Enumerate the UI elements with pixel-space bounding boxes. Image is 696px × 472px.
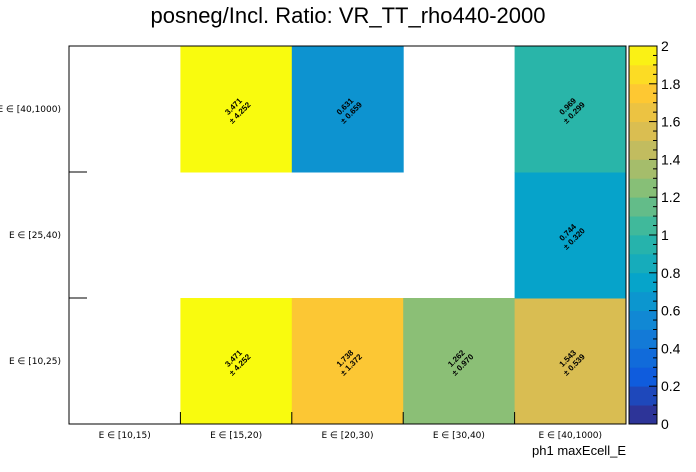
heatmap-cell (180, 298, 293, 425)
color-scale-band (629, 367, 657, 387)
color-scale-band (629, 64, 657, 85)
color-scale-ticks: 0 0.2 0.4 0.6 0.8 1 1.2 1.4 1.6 1.8 2 (649, 38, 681, 432)
color-scale-tick-label: 0 (661, 416, 669, 432)
color-scale-tick-label: 1.2 (661, 189, 681, 205)
color-scale-bar (628, 45, 658, 425)
color-scale-band (629, 159, 657, 179)
color-scale-band (629, 46, 657, 66)
color-scale-band (629, 329, 657, 349)
heatmap-cell (514, 46, 627, 173)
x-tick-label: E ∈ [15,20) (210, 431, 262, 441)
color-scale-band (629, 216, 657, 236)
color-scale-tick-label: 0.4 (661, 340, 681, 356)
y-tick-label: E ∈ [10,25) (9, 357, 61, 367)
color-scale-band (629, 140, 657, 160)
color-scale-band (629, 291, 657, 311)
color-scale-tick-label: 1.8 (661, 76, 681, 92)
color-scale-tick-label: 2 (661, 38, 669, 54)
x-tick-label: E ∈ [10,15) (99, 431, 151, 441)
color-scale-band (629, 272, 657, 293)
color-scale-tick-label: 1 (661, 227, 669, 243)
y-tick-label: E ∈ [25,40) (9, 231, 61, 241)
plot-frame (68, 45, 627, 425)
color-scale-band (629, 310, 657, 330)
color-scale-band (629, 235, 657, 255)
color-scale-tick-label: 0.8 (661, 265, 681, 281)
color-scale-band (629, 83, 657, 104)
color-scale-band (629, 405, 657, 425)
y-tick-label: E ∈ [40,1000) (0, 105, 61, 115)
heatmap-cell (291, 46, 404, 173)
y-tick-labels: E ∈ [10,25) E ∈ [25,40) E ∈ [40,1000) (0, 105, 61, 367)
x-tick-label: E ∈ [20,30) (321, 431, 373, 441)
x-tick-labels: E ∈ [10,15) E ∈ [15,20) E ∈ [20,30) E ∈ [30… (99, 431, 602, 441)
heatmap-cell (514, 172, 627, 299)
heatmap-cells: 3.471± 4.252 1.738± 1.372 1.262± 0.970 1.54… (180, 46, 627, 425)
x-tick-label: E ∈ [40,1000) (539, 431, 603, 441)
chart-title: posneg/Incl. Ratio: VR_TT_rho440-2000 (150, 3, 545, 28)
color-scale-band (629, 121, 657, 141)
plot-border (68, 45, 627, 425)
color-scale-band (629, 253, 657, 274)
heatmap-cell (514, 298, 627, 425)
heatmap-cell (403, 298, 516, 425)
x-tick-label: E ∈ [30,40) (433, 431, 485, 441)
color-scale-tick-label: 1.6 (661, 114, 681, 130)
color-scale-tick-label: 0.2 (661, 378, 681, 394)
color-scale-tick-label: 0.6 (661, 303, 681, 319)
heatmap-cell (180, 46, 293, 173)
heatmap-cell (291, 298, 404, 425)
x-axis-label: ph1 maxEcell_E (532, 443, 626, 458)
color-scale-band (629, 178, 657, 198)
color-scale-tick-label: 1.4 (661, 151, 681, 167)
color-scale-band (629, 386, 657, 406)
color-scale-band (629, 102, 657, 122)
color-scale-band (629, 348, 657, 368)
color-scale-band (629, 197, 657, 217)
